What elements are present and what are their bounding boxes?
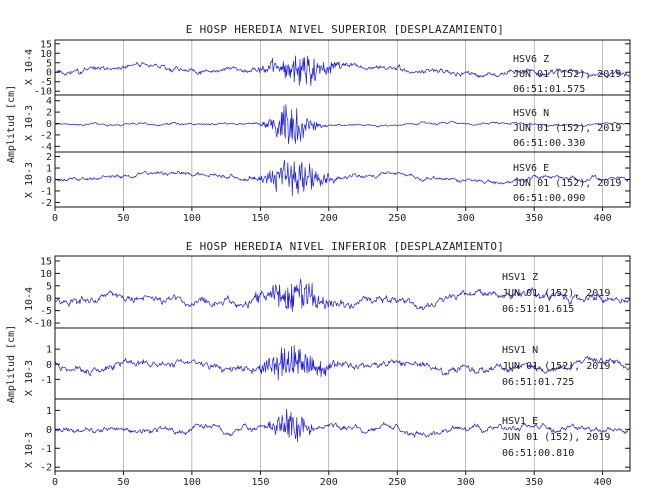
panel-lower-track-e-station: HSV1 E: [502, 416, 538, 427]
panel-upper-track-e-station: HSV6 E: [513, 163, 549, 174]
panel-upper-title: E HOSP HEREDIA NIVEL SUPERIOR [DESPLAZAM…: [186, 23, 504, 36]
panel-lower-track-z-time: 06:51:01.615: [502, 304, 574, 315]
panel-upper-track-e-time: 06:51:00.090: [513, 193, 585, 204]
panel-lower-xtick-label-150: 150: [251, 477, 269, 488]
panel-upper-track-z-ytick-label-5: 5: [46, 58, 52, 69]
panel-upper-xticks: 0 50 100 150 200 250 300 350 400: [52, 207, 612, 224]
panel-lower-track-e-ytick-label-1: 1: [46, 406, 52, 417]
panel-upper-track-e-ytick-label--1: -1: [40, 186, 52, 197]
panel-lower-track-e-ytick-label--1: -1: [40, 444, 52, 455]
panel-lower-xtick-label-400: 400: [594, 477, 612, 488]
panel-lower-track-e-scale: X 10-3: [24, 432, 35, 468]
panel-lower-track-z-ytick-label-0: 0: [46, 294, 52, 305]
panel-upper-track-e-ytick-label-2: 2: [46, 152, 52, 163]
panel-upper-track-z-ytick-label--10: -10: [34, 87, 52, 98]
panel-upper-track-z-ytick-label-10: 10: [40, 49, 52, 60]
panel-upper: E HOSP HEREDIA NIVEL SUPERIOR [DESPLAZAM…: [6, 23, 631, 224]
panel-lower-track-n-station: HSV1 N: [502, 345, 538, 356]
panel-upper-track-z-ytick-label-15: 15: [40, 39, 52, 50]
panel-lower-grid: [123, 256, 603, 471]
panel-upper-track-e-ytick-label-1: 1: [46, 164, 52, 175]
panel-lower-xtick-label-250: 250: [388, 477, 406, 488]
panel-upper-xtick-label-250: 250: [388, 213, 406, 224]
panel-upper-track-n-station: HSV6 N: [513, 108, 549, 119]
panel-lower-ylabel: Amplitud [cm]: [6, 325, 17, 403]
panel-upper-xtick-label-300: 300: [457, 213, 475, 224]
panel-lower-track-e-ytick-label-0: 0: [46, 425, 52, 436]
panel-upper-track-z-time: 06:51:01.575: [513, 84, 585, 95]
panel-upper-track-n-ytick-label--4: -4: [40, 142, 52, 153]
panel-lower-traces: [54, 278, 631, 443]
panel-lower-track-z-trace: [54, 278, 631, 313]
panel-upper-track-n-scale: X 10-3: [24, 105, 35, 141]
panel-lower-track-e-time: 06:51:00.810: [502, 448, 574, 459]
panel-lower-xtick-label-300: 300: [457, 477, 475, 488]
panel-lower-xtick-label-100: 100: [183, 477, 201, 488]
panel-upper-track-n-ytick-label-4: 4: [46, 96, 52, 107]
panel-upper-track-e-scale: X 10-3: [24, 162, 35, 198]
panel-upper-track-z-date: JUN 01 (152), 2019: [513, 69, 621, 80]
panel-upper-xtick-label-350: 350: [525, 213, 543, 224]
panel-lower-track-z-ytick-label-5: 5: [46, 281, 52, 292]
panel-lower-annotations: HSV1 Z JUN 01 (152), 2019 06:51:01.615 H…: [502, 272, 610, 459]
panel-upper-xtick-label-50: 50: [117, 213, 129, 224]
panel-upper-track-z-scale: X 10-4: [24, 49, 35, 85]
panel-lower-track-z-date: JUN 01 (152), 2019: [502, 288, 610, 299]
panel-lower-xtick-label-350: 350: [525, 477, 543, 488]
panel-upper-traces: [54, 55, 631, 197]
panel-upper-xtick-label-400: 400: [594, 213, 612, 224]
panel-upper-track-e-trace: [54, 159, 631, 197]
panel-lower-track-z-ytick-label-15: 15: [40, 256, 52, 267]
panel-lower-track-z-ytick-label--10: -10: [34, 319, 52, 330]
panel-upper-track-n-ytick-label-2: 2: [46, 108, 52, 119]
panel-upper-track-n-ytick-label--2: -2: [40, 130, 52, 141]
panel-upper-track-n-trace: [54, 104, 631, 145]
panel-lower-track-n-scale: X 10-3: [24, 360, 35, 396]
panel-upper-track-z-ytick-label--5: -5: [40, 77, 52, 88]
panel-lower-track-z-scale: X 10-4: [24, 287, 35, 323]
panel-lower-track-z-station: HSV1 Z: [502, 272, 538, 283]
panel-lower-title: E HOSP HEREDIA NIVEL INFERIOR [DESPLAZAM…: [186, 240, 504, 253]
panel-lower-track-e-frame: [54, 398, 631, 472]
panel-upper-xtick-label-0: 0: [52, 213, 58, 224]
panel-upper-ylabel: Amplitud [cm]: [6, 85, 17, 163]
panel-upper-xtick-label-200: 200: [320, 213, 338, 224]
panel-lower-xtick-label-50: 50: [117, 477, 129, 488]
panel-upper-track-n-time: 06:51:00.330: [513, 138, 585, 149]
panel-upper-track-e-ytick-label-0: 0: [46, 175, 52, 186]
panel-lower-track-e-ytick-label--2: -2: [40, 463, 52, 474]
panel-upper-track-z-ytick-label-0: 0: [46, 68, 52, 79]
panel-upper-track-n-ytick-label-0: 0: [46, 119, 52, 130]
panel-lower-track-n-trace: [54, 345, 631, 381]
panel-upper-track-e-date: JUN 01 (152), 2019: [513, 178, 621, 189]
panel-lower-track-z-ytick-label--5: -5: [40, 306, 52, 317]
panel-lower-track-e-date: JUN 01 (152), 2019: [502, 432, 610, 443]
panel-lower-xticks: 0 50 100 150 200 250 300 350 400: [52, 471, 612, 488]
panel-lower: E HOSP HEREDIA NIVEL INFERIOR [DESPLAZAM…: [6, 240, 631, 488]
panel-lower-track-e-trace: [54, 408, 631, 443]
panel-lower-track-n-ytick-label-1: 1: [46, 345, 52, 356]
panel-upper-track-z-station: HSV6 Z: [513, 54, 549, 65]
panel-upper-annotations: HSV6 Z JUN 01 (152), 2019 06:51:01.575 H…: [513, 54, 621, 204]
panel-upper-xtick-label-150: 150: [251, 213, 269, 224]
panel-lower-track-n-time: 06:51:01.725: [502, 377, 574, 388]
panel-lower-track-n-date: JUN 01 (152), 2019: [502, 361, 610, 372]
panel-upper-track-z-trace: [54, 55, 631, 86]
panel-lower-track-n-ytick-label--1: -1: [40, 375, 52, 386]
panel-lower-xtick-label-0: 0: [52, 477, 58, 488]
panel-upper-track-e-ytick-label--2: -2: [40, 198, 52, 209]
panel-lower-track-z-ytick-label-10: 10: [40, 269, 52, 280]
panel-upper-track-n-date: JUN 01 (152), 2019: [513, 123, 621, 134]
panel-lower-xtick-label-200: 200: [320, 477, 338, 488]
panel-lower-track-n-ytick-label-0: 0: [46, 360, 52, 371]
panel-upper-xtick-label-100: 100: [183, 213, 201, 224]
